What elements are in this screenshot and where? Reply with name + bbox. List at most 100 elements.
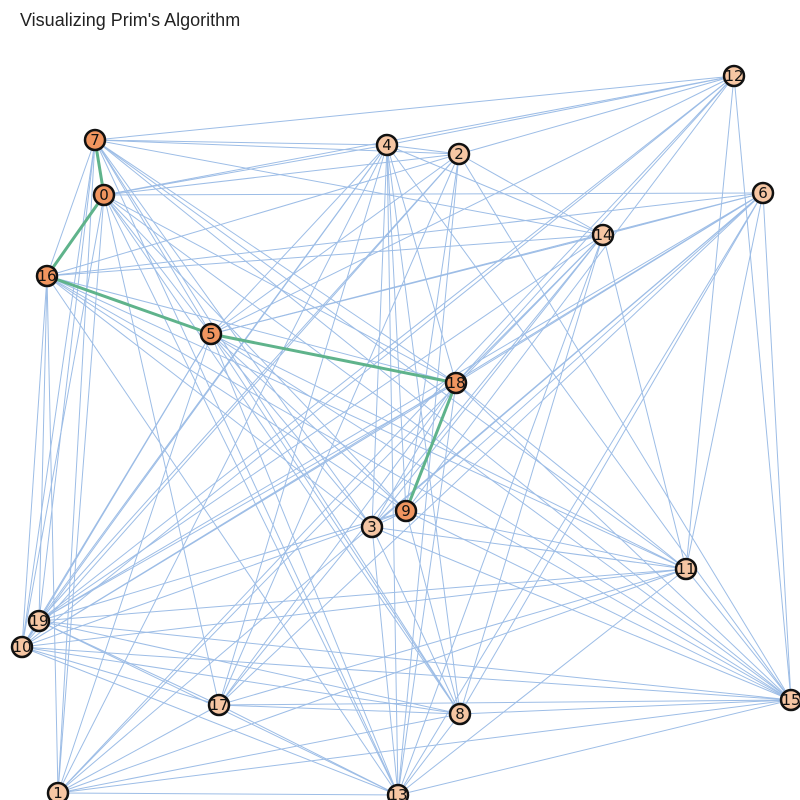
node-13: 13 (386, 783, 410, 800)
edge-1-8 (57, 713, 461, 794)
edge-4-7 (94, 139, 388, 146)
node-circle (360, 515, 384, 539)
edge-7-19 (38, 139, 96, 622)
edge-14-17 (218, 234, 604, 706)
edge-7-11 (94, 139, 687, 570)
edge-7-16 (46, 139, 96, 277)
node-17: 17 (207, 693, 231, 717)
node-6: 6 (751, 181, 775, 205)
node-circle (394, 499, 418, 523)
edge-15-17 (218, 699, 792, 706)
edge-9-11 (405, 510, 687, 570)
edge-2-13 (397, 153, 460, 796)
edge-14-19 (38, 234, 604, 622)
node-label: 2 (454, 145, 464, 163)
edge-3-6 (371, 192, 764, 528)
edge-4-5 (210, 144, 388, 335)
edge-5-11 (210, 333, 687, 570)
node-circle (779, 688, 800, 712)
node-2: 2 (447, 142, 471, 166)
node-label: 12 (724, 67, 743, 85)
edge-5-7 (94, 139, 212, 335)
node-label: 14 (593, 226, 612, 244)
node-label: 4 (382, 136, 392, 154)
edge-16-18 (46, 275, 457, 384)
node-7: 7 (83, 128, 107, 152)
edge-4-14 (386, 144, 604, 236)
edge-3-13 (371, 526, 399, 796)
edge-0-15 (103, 194, 792, 701)
edge-11-17 (218, 568, 687, 706)
edge-9-12 (405, 75, 735, 512)
edge-0-13 (103, 194, 399, 796)
edge-3-14 (371, 234, 604, 528)
node-16: 16 (35, 264, 59, 288)
edge-5-19 (38, 333, 212, 622)
edge-2-5 (210, 153, 460, 335)
node-label: 8 (455, 705, 465, 723)
node-11: 11 (674, 557, 698, 581)
node-18: 18 (444, 371, 468, 395)
edge-13-15 (397, 699, 792, 796)
edge-0-12 (103, 75, 735, 196)
edge-3-18 (371, 382, 457, 528)
node-circle (207, 693, 231, 717)
mst-edge-0-16 (45, 194, 106, 277)
node-label: 18 (446, 374, 465, 392)
edge-11-14 (602, 234, 687, 570)
edge-6-16 (46, 192, 764, 277)
edge-9-10 (21, 510, 407, 648)
edge-0-6 (103, 192, 764, 196)
node-label: 0 (99, 186, 109, 204)
node-circle (27, 609, 51, 633)
edge-2-14 (458, 153, 604, 236)
edge-3-8 (371, 526, 461, 715)
node-19: 19 (27, 609, 51, 633)
edge-3-15 (371, 526, 792, 701)
edge-12-15 (733, 75, 792, 701)
edge-11-19 (38, 568, 687, 622)
edge-9-19 (38, 510, 407, 622)
edge-3-11 (371, 526, 687, 570)
edge-4-17 (218, 144, 388, 706)
edge-10-16 (21, 275, 48, 648)
edge-6-9 (405, 192, 764, 512)
edge-1-16 (46, 275, 59, 794)
edge-15-16 (46, 275, 792, 701)
edge-1-17 (57, 704, 220, 794)
node-label: 6 (758, 184, 768, 202)
edge-13-14 (397, 234, 604, 796)
mst-edge-5-18 (210, 332, 457, 385)
node-5: 5 (199, 322, 223, 346)
edge-3-16 (46, 275, 373, 528)
node-circle (751, 181, 775, 205)
mst-edge-18-9 (404, 382, 458, 512)
node-label: 5 (206, 325, 216, 343)
node-circle (444, 371, 468, 395)
node-label: 13 (388, 786, 407, 800)
node-circle (10, 635, 34, 659)
edge-7-14 (94, 139, 604, 236)
node-9: 9 (394, 499, 418, 523)
node-circle (674, 557, 698, 581)
node-14: 14 (591, 223, 615, 247)
node-circle (386, 783, 410, 800)
edge-13-18 (397, 382, 457, 796)
edge-6-19 (38, 192, 764, 622)
node-circle (199, 322, 223, 346)
edge-18-19 (38, 382, 457, 622)
node-4: 4 (375, 133, 399, 157)
edge-10-13 (21, 646, 399, 796)
edge-14-16 (46, 234, 604, 277)
edge-5-12 (210, 75, 735, 335)
edge-layer (21, 75, 792, 796)
node-label: 10 (12, 638, 31, 656)
edge-8-10 (21, 646, 461, 715)
edge-11-13 (397, 568, 687, 796)
node-circle (46, 781, 70, 800)
edge-13-16 (46, 275, 399, 796)
edge-11-16 (46, 275, 687, 570)
edge-1-14 (57, 234, 604, 794)
